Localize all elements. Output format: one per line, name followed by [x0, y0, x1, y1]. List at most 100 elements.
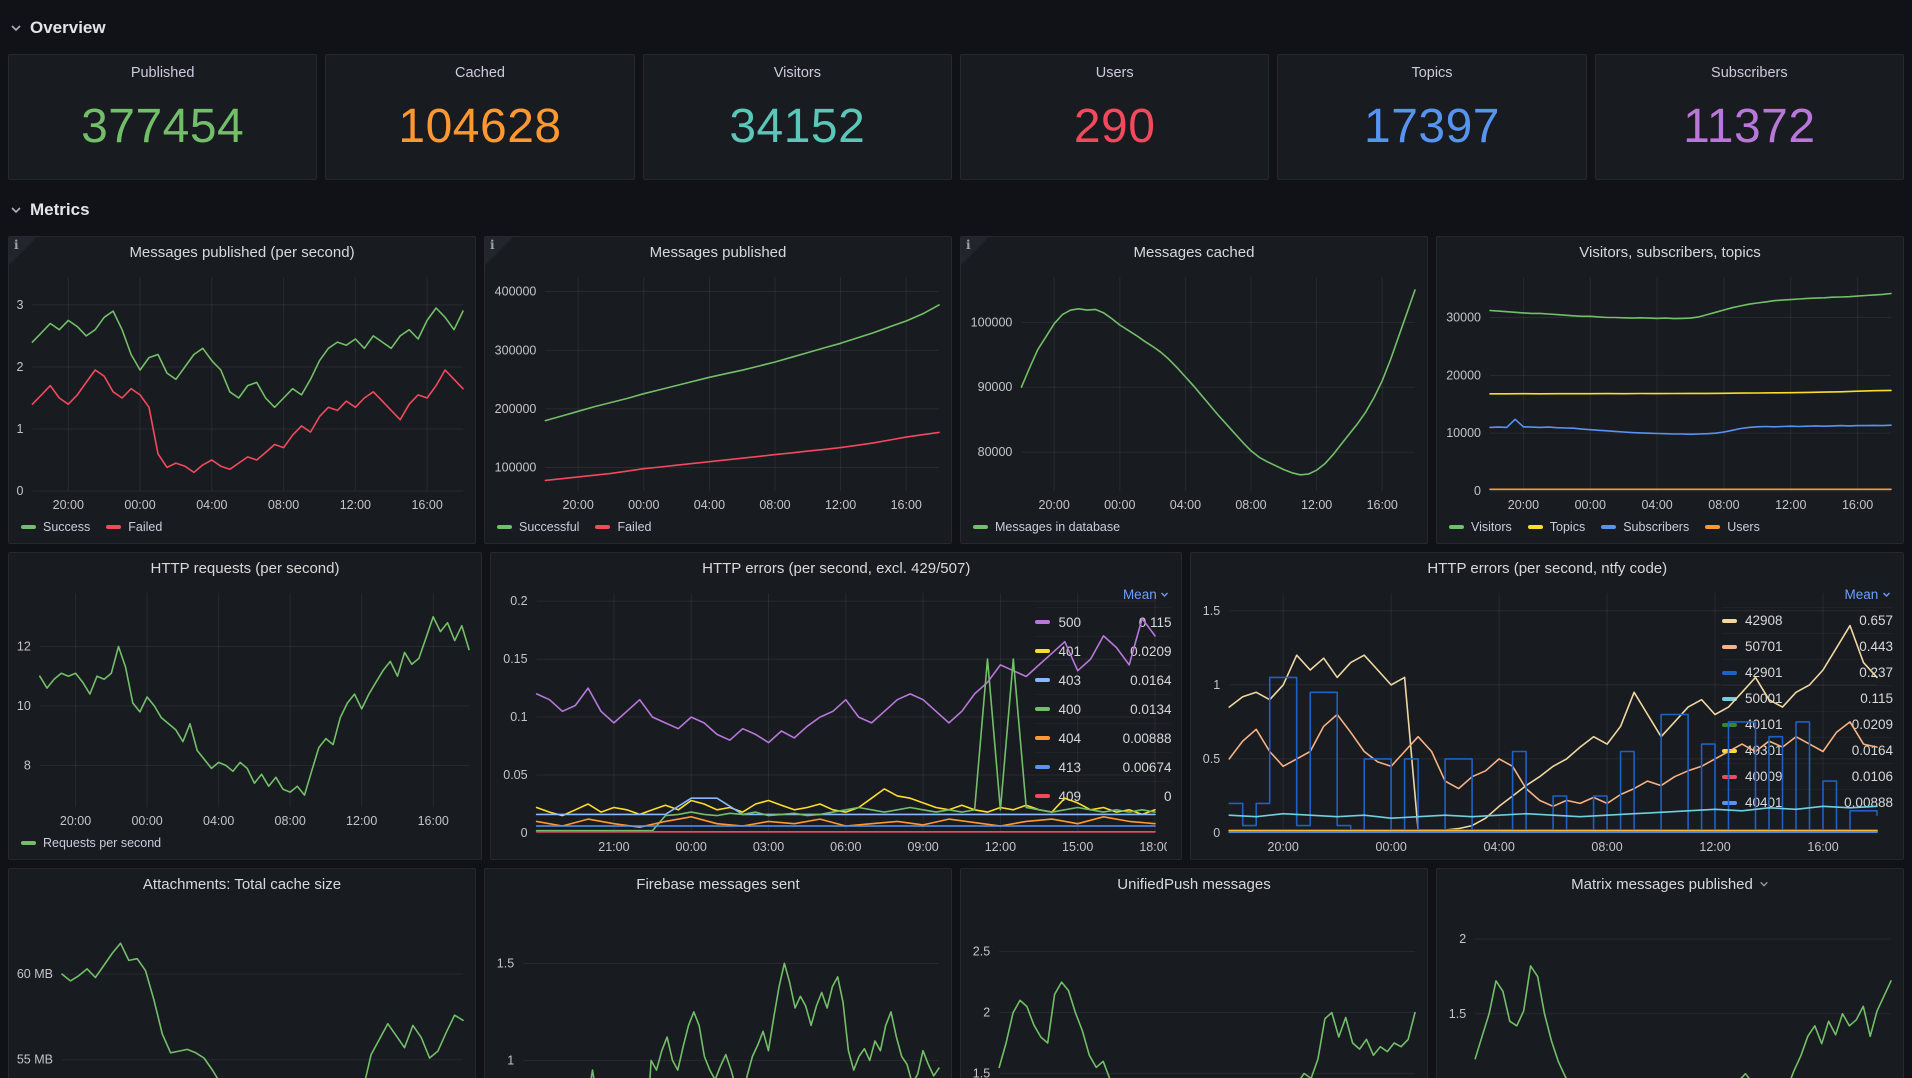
panel-title[interactable]: Messages published — [649, 243, 787, 261]
panel-title[interactable]: Attachments: Total cache size — [142, 875, 342, 893]
chevron-down-icon — [1161, 592, 1169, 597]
stat-title[interactable]: Published — [130, 65, 195, 81]
legend-item[interactable]: Topics — [1527, 520, 1585, 534]
chart-visitors-subscribers-topics[interactable]: 0 10000 20000 30000 20:00 00:00 04:00 08:00 12:0… — [1437, 267, 1903, 517]
legend-item[interactable]: Requests per second — [21, 836, 161, 850]
legend-row-413[interactable]: 413 0.00674 — [1035, 752, 1172, 781]
chart-messages-published-rate[interactable]: 0 1 2 3 20:00 00:00 04:00 08:00 12:00 16:00 — [9, 267, 475, 517]
svg-text:2: 2 — [1459, 932, 1466, 946]
legend-label: 403 — [1058, 672, 1081, 688]
panel-title[interactable]: Visitors, subscribers, topics — [1579, 243, 1761, 261]
section-header-overview[interactable]: Overview — [10, 18, 1904, 38]
legend-item[interactable]: Subscribers — [1601, 520, 1689, 534]
stat-panel-published: Published 377454 — [8, 54, 318, 180]
legend-swatch — [1721, 618, 1737, 623]
legend-item[interactable]: Visitors — [1449, 520, 1512, 534]
chart-messages-cached[interactable]: 80000 90000 100000 20:00 00:00 04:00 08:00 12:0… — [961, 267, 1427, 517]
legend-label: 40301 — [1744, 743, 1783, 758]
legend-label: Subscribers — [1623, 520, 1690, 534]
svg-text:80000: 80000 — [978, 445, 1013, 459]
info-icon[interactable]: i — [9, 237, 37, 265]
legend-row-400[interactable]: 400 0.0134 — [1035, 694, 1172, 723]
svg-text:90000: 90000 — [978, 380, 1013, 394]
chart-http-errors-ntfy[interactable]: 0 0.5 1 1.5 20:00 00:00 04:00 08:00 12:00 16:00 — [1191, 583, 1879, 859]
legend-swatch — [21, 525, 36, 529]
svg-text:0.1: 0.1 — [510, 710, 527, 724]
legend-label: Failed — [617, 520, 652, 534]
svg-text:1.5: 1.5 — [1203, 604, 1220, 618]
legend-sort-mean[interactable]: Mean — [1035, 583, 1171, 607]
panel-title[interactable]: Messages cached — [1133, 243, 1255, 261]
stat-title[interactable]: Visitors — [773, 65, 821, 81]
info-icon[interactable]: i — [961, 237, 989, 265]
legend-mean-value: 0.0134 — [1130, 701, 1172, 717]
legend-item[interactable]: Success — [21, 520, 90, 534]
legend-row-42908[interactable]: 42908 0.657 — [1721, 607, 1893, 633]
svg-text:0.5: 0.5 — [1203, 752, 1220, 766]
legend-sort-mean[interactable]: Mean — [1722, 583, 1893, 607]
legend-item[interactable]: Messages in database — [973, 520, 1120, 534]
svg-text:04:00: 04:00 — [1641, 498, 1672, 512]
legend-row-404[interactable]: 404 0.00888 — [1035, 723, 1172, 752]
panel-title[interactable]: HTTP errors (per second, ntfy code) — [1427, 559, 1668, 577]
legend-item[interactable]: Failed — [595, 520, 652, 534]
svg-text:60 MB: 60 MB — [17, 967, 53, 981]
legend-item[interactable]: Successful — [497, 520, 579, 534]
chart-http-errors-excl[interactable]: 0 0.05 0.1 0.15 0.2 21:00 00:00 03:00 06:00 09:00… — [491, 583, 1167, 859]
legend-mean-value: 0.115 — [1860, 691, 1893, 706]
legend-mean-value: 0.657 — [1859, 613, 1893, 628]
panel-title[interactable]: Firebase messages sent — [636, 875, 800, 893]
svg-text:04:00: 04:00 — [196, 498, 227, 512]
svg-text:04:00: 04:00 — [203, 814, 234, 828]
chart-firebase-messages[interactable]: 0.511.5 — [485, 899, 951, 1078]
panel-http-requests: HTTP requests (per second) 8 10 12 20:00 00:… — [8, 552, 482, 860]
svg-text:00:00: 00:00 — [1104, 498, 1135, 512]
legend-swatch — [1035, 736, 1051, 740]
panel-visitors-subscribers-topics: Visitors, subscribers, topics 0 10000 2000… — [1436, 236, 1904, 544]
panel-title[interactable]: Messages published (per second) — [129, 243, 355, 261]
info-icon[interactable]: i — [485, 237, 513, 265]
panel-http-errors-ntfy: HTTP errors (per second, ntfy code) 0 0.5… — [1190, 552, 1904, 860]
stat-value: 34152 — [729, 99, 866, 153]
section-header-metrics[interactable]: Metrics — [10, 200, 1904, 220]
svg-text:0.2: 0.2 — [510, 594, 527, 608]
legend-label: 42908 — [1744, 613, 1783, 628]
svg-text:16:00: 16:00 — [1808, 840, 1839, 854]
stat-title[interactable]: Topics — [1411, 65, 1453, 81]
panel-menu-chevron-icon[interactable] — [1759, 879, 1769, 889]
legend-row-50701[interactable]: 50701 0.443 — [1721, 633, 1893, 659]
panel-title[interactable]: HTTP requests (per second) — [150, 559, 340, 577]
legend-row-500[interactable]: 500 0.115 — [1035, 607, 1172, 636]
stat-title[interactable]: Users — [1095, 65, 1134, 81]
chart-matrix-messages[interactable]: 0.511.52 — [1437, 899, 1903, 1078]
stat-panel-cached: Cached 104628 — [325, 54, 635, 180]
chart-unifiedpush-messages[interactable]: 11.522.5 — [961, 899, 1427, 1078]
legend-label: 404 — [1058, 730, 1081, 746]
legend-swatch — [1035, 678, 1051, 682]
svg-text:15:00: 15:00 — [1062, 840, 1093, 854]
stat-title[interactable]: Subscribers — [1711, 65, 1788, 81]
svg-text:1.5: 1.5 — [497, 956, 514, 970]
stat-title[interactable]: Cached — [455, 65, 505, 81]
panel-title[interactable]: Matrix messages published — [1437, 869, 1903, 899]
metrics-row-2: HTTP requests (per second) 8 10 12 20:00 00:… — [8, 552, 1904, 860]
svg-text:16:00: 16:00 — [1367, 498, 1398, 512]
chart-messages-published-total[interactable]: 100000 200000 300000 400000 20:00 00:00 04:00 0… — [485, 267, 951, 517]
legend-row-403[interactable]: 403 0.0164 — [1035, 665, 1172, 694]
legend-item[interactable]: Failed — [106, 520, 162, 534]
legend-swatch — [973, 525, 988, 529]
svg-text:16:00: 16:00 — [418, 814, 449, 828]
legend-item[interactable]: Users — [1705, 520, 1760, 534]
panel-title[interactable]: UnifiedPush messages — [1117, 875, 1271, 893]
chart-attachments-cache-size[interactable]: 55 MB 60 MB — [9, 899, 475, 1078]
legend-row-40009[interactable]: 40009 0.0106 — [1721, 763, 1893, 789]
svg-text:1.5: 1.5 — [973, 1067, 990, 1078]
svg-text:06:00: 06:00 — [830, 840, 861, 854]
legend-label: Visitors — [1471, 520, 1512, 534]
panel-title[interactable]: HTTP errors (per second, excl. 429/507) — [702, 559, 971, 577]
metrics-row-1: i Messages published (per second) 0 1 2 3 20… — [8, 236, 1904, 544]
svg-text:03:00: 03:00 — [753, 840, 784, 854]
chart-http-requests[interactable]: 8 10 12 20:00 00:00 04:00 08:00 12:00 16:00 — [9, 583, 481, 833]
legend-row-42901[interactable]: 42901 0.237 — [1721, 659, 1893, 685]
